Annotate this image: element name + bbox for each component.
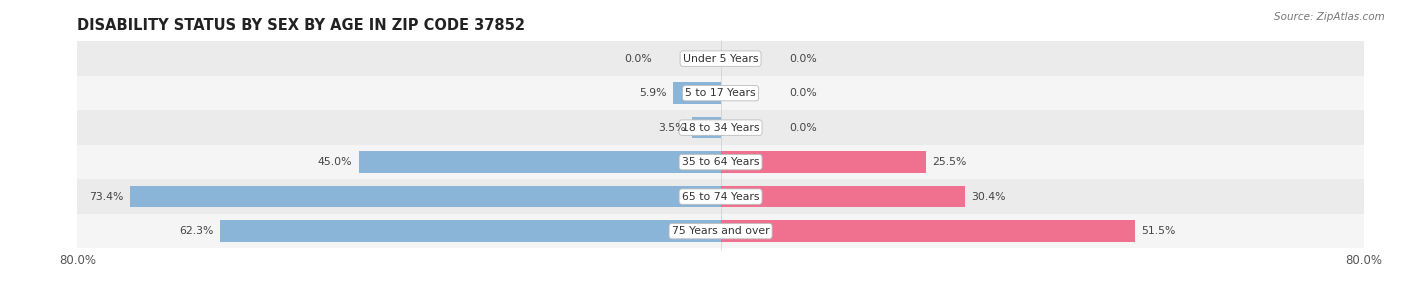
Text: 0.0%: 0.0%	[789, 54, 817, 64]
Text: 30.4%: 30.4%	[972, 192, 1005, 202]
Text: Source: ZipAtlas.com: Source: ZipAtlas.com	[1274, 12, 1385, 22]
Bar	[77, 76, 1364, 110]
Text: 73.4%: 73.4%	[90, 192, 124, 202]
Text: 35 to 64 Years: 35 to 64 Years	[682, 157, 759, 167]
Bar	[721, 186, 965, 207]
Bar	[692, 117, 721, 138]
Text: 3.5%: 3.5%	[658, 123, 686, 133]
Text: 18 to 34 Years: 18 to 34 Years	[682, 123, 759, 133]
Text: 65 to 74 Years: 65 to 74 Years	[682, 192, 759, 202]
Bar	[77, 110, 1364, 145]
Text: 0.0%: 0.0%	[624, 54, 652, 64]
Text: 5 to 17 Years: 5 to 17 Years	[685, 88, 756, 98]
Text: Under 5 Years: Under 5 Years	[683, 54, 758, 64]
Text: 25.5%: 25.5%	[932, 157, 966, 167]
Text: 0.0%: 0.0%	[789, 88, 817, 98]
Bar	[673, 82, 721, 104]
Bar	[131, 186, 721, 207]
Bar	[721, 151, 925, 173]
Bar	[219, 221, 721, 242]
Text: 62.3%: 62.3%	[179, 226, 214, 236]
Bar	[359, 151, 721, 173]
Text: 0.0%: 0.0%	[789, 123, 817, 133]
Bar	[77, 179, 1364, 214]
Bar	[77, 41, 1364, 76]
Text: DISABILITY STATUS BY SEX BY AGE IN ZIP CODE 37852: DISABILITY STATUS BY SEX BY AGE IN ZIP C…	[77, 18, 526, 33]
Text: 5.9%: 5.9%	[640, 88, 666, 98]
Text: 75 Years and over: 75 Years and over	[672, 226, 769, 236]
Text: 45.0%: 45.0%	[318, 157, 353, 167]
Bar	[77, 214, 1364, 248]
Text: 51.5%: 51.5%	[1142, 226, 1175, 236]
Bar	[77, 145, 1364, 179]
Bar	[721, 221, 1135, 242]
